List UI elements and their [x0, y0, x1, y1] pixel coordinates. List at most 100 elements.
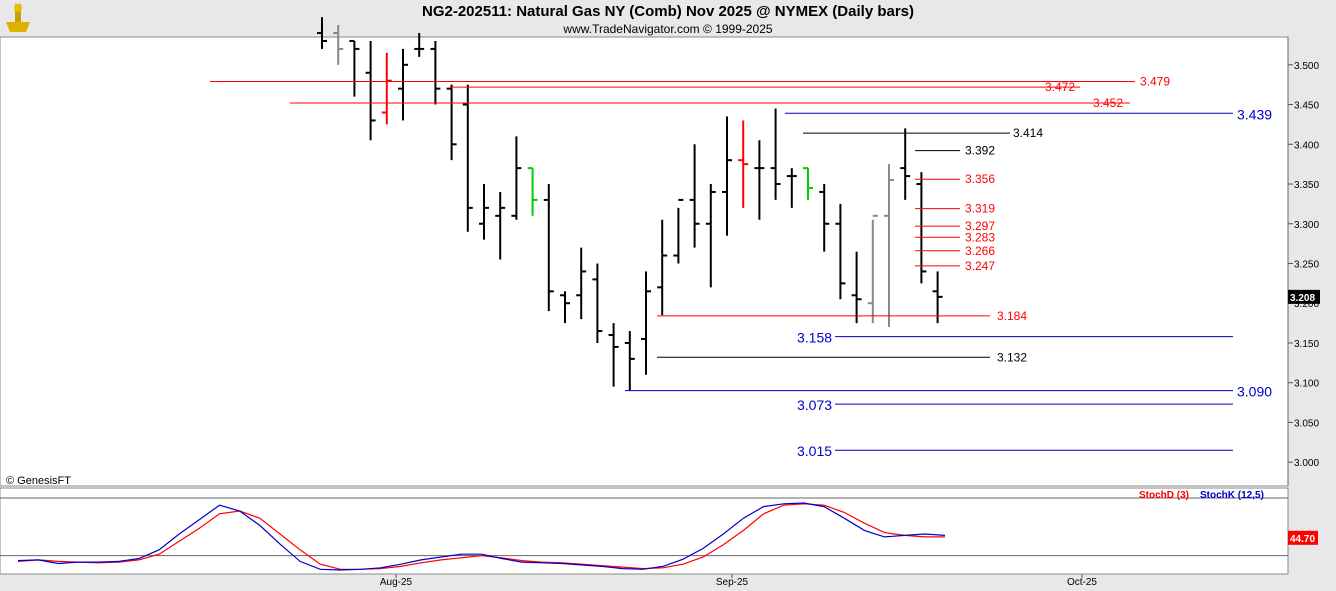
y-tick-label: 3.400	[1294, 140, 1319, 151]
price-bar	[705, 184, 716, 288]
level-line-3-015: 3.015	[797, 443, 1233, 459]
price-bar	[641, 271, 651, 375]
price-bar	[738, 120, 749, 208]
x-tick-label: Sep-25	[716, 577, 749, 588]
level-label: 3.439	[1237, 106, 1272, 122]
level-label: 3.015	[797, 443, 832, 459]
legend-stochk: StochK (12,5)	[1200, 490, 1264, 501]
y-tick-label: 3.050	[1294, 418, 1319, 429]
y-tick-label: 3.100	[1294, 379, 1319, 390]
price-bar	[916, 172, 927, 284]
level-line-3-184: 3.184	[657, 309, 1027, 323]
stoch-line-d	[17, 503, 945, 570]
x-axis-panel	[0, 574, 1336, 591]
level-line-3-247: 3.247	[915, 259, 995, 273]
price-bar	[624, 331, 635, 391]
price-bar	[414, 33, 425, 57]
level-label: 3.452	[1093, 96, 1123, 110]
price-bar	[495, 191, 506, 260]
stoch-last-label: 44.70	[1290, 534, 1315, 545]
price-bar	[754, 140, 765, 220]
price-bar	[365, 40, 376, 141]
chart-header: NG2-202511: Natural Gas NY (Comb) Nov 20…	[0, 0, 1336, 37]
price-bar	[900, 128, 911, 200]
level-line-3-132: 3.132	[657, 350, 1027, 364]
y-tick-label: 3.350	[1294, 180, 1319, 191]
level-label: 3.297	[965, 219, 995, 233]
chart-title: NG2-202511: Natural Gas NY (Comb) Nov 20…	[421, 3, 915, 20]
price-bar	[592, 263, 603, 343]
price-bar	[803, 167, 813, 200]
price-bar	[673, 198, 684, 264]
price-bar	[479, 184, 489, 240]
price-bar	[349, 39, 360, 97]
price-bar	[543, 184, 554, 312]
legend-stochd: StochD (3)	[1139, 490, 1189, 501]
level-label: 3.266	[965, 244, 995, 258]
y-tick-label: 3.300	[1294, 220, 1319, 231]
level-line-3-297: 3.297	[915, 219, 995, 233]
price-bar	[398, 48, 408, 121]
level-label: 3.392	[965, 144, 995, 158]
level-label: 3.356	[965, 172, 995, 186]
y-tick-label: 3.500	[1294, 61, 1319, 72]
price-bar	[867, 214, 878, 324]
level-line-3-283: 3.283	[915, 230, 995, 244]
y-tick-label: 3.250	[1294, 259, 1319, 270]
price-bar	[932, 271, 943, 324]
price-bar	[576, 247, 587, 320]
price-bar	[722, 116, 732, 236]
y-tick-label: 3.450	[1294, 101, 1319, 112]
price-bar	[884, 164, 894, 328]
price-bar	[819, 184, 830, 252]
genesis-logo-icon	[2, 2, 34, 39]
last-price-box	[1288, 289, 1320, 304]
price-bar	[770, 108, 781, 200]
level-label: 3.472	[1045, 80, 1075, 94]
level-line-3-479: 3.479	[210, 75, 1170, 89]
price-bar	[317, 17, 327, 49]
level-label: 3.414	[1013, 126, 1043, 140]
level-label: 3.283	[965, 230, 995, 244]
price-bar	[381, 52, 392, 125]
level-label: 3.090	[1237, 384, 1272, 400]
level-line-3-073: 3.073	[797, 397, 1233, 413]
level-label: 3.479	[1140, 75, 1170, 89]
level-line-3-452: 3.452	[290, 96, 1130, 110]
level-label: 3.319	[965, 202, 995, 216]
price-bar	[462, 84, 473, 232]
price-bar	[786, 168, 797, 208]
stoch-panel	[0, 487, 1289, 575]
price-bar	[333, 25, 344, 65]
level-line-3-392: 3.392	[915, 144, 995, 158]
price-panel	[0, 36, 1289, 487]
level-label: 3.184	[997, 309, 1027, 323]
level-line-3-090: 3.090	[625, 384, 1272, 400]
x-tick-label: Aug-25	[380, 577, 413, 588]
y-tick-label: 3.150	[1294, 339, 1319, 350]
x-tick-label: Oct-25	[1067, 577, 1097, 588]
price-bar	[511, 136, 522, 220]
price-bar	[689, 144, 700, 248]
price-bar	[446, 84, 457, 161]
level-line-3-356: 3.356	[915, 172, 995, 186]
level-label: 3.073	[797, 397, 832, 413]
price-bar	[851, 251, 862, 324]
price-bar	[560, 291, 570, 324]
stoch-last-box	[1288, 530, 1318, 545]
chart-subtitle: www.TradeNavigator.com © 1999-2025	[563, 22, 773, 36]
level-line-3-439: 3.439	[785, 106, 1272, 122]
level-line-3-158: 3.158	[797, 330, 1233, 346]
price-bar	[835, 203, 846, 300]
last-price-label: 3.208	[1290, 293, 1315, 304]
level-line-3-414: 3.414	[803, 126, 1043, 140]
price-bar	[608, 323, 619, 387]
price-axis-panel	[1288, 37, 1336, 574]
price-bar	[527, 167, 538, 216]
y-tick-label: 3.000	[1294, 458, 1319, 469]
level-line-3-266: 3.266	[915, 244, 995, 258]
price-bar	[430, 40, 441, 105]
level-label: 3.158	[797, 330, 832, 346]
watermark: © GenesisFT	[6, 475, 71, 487]
